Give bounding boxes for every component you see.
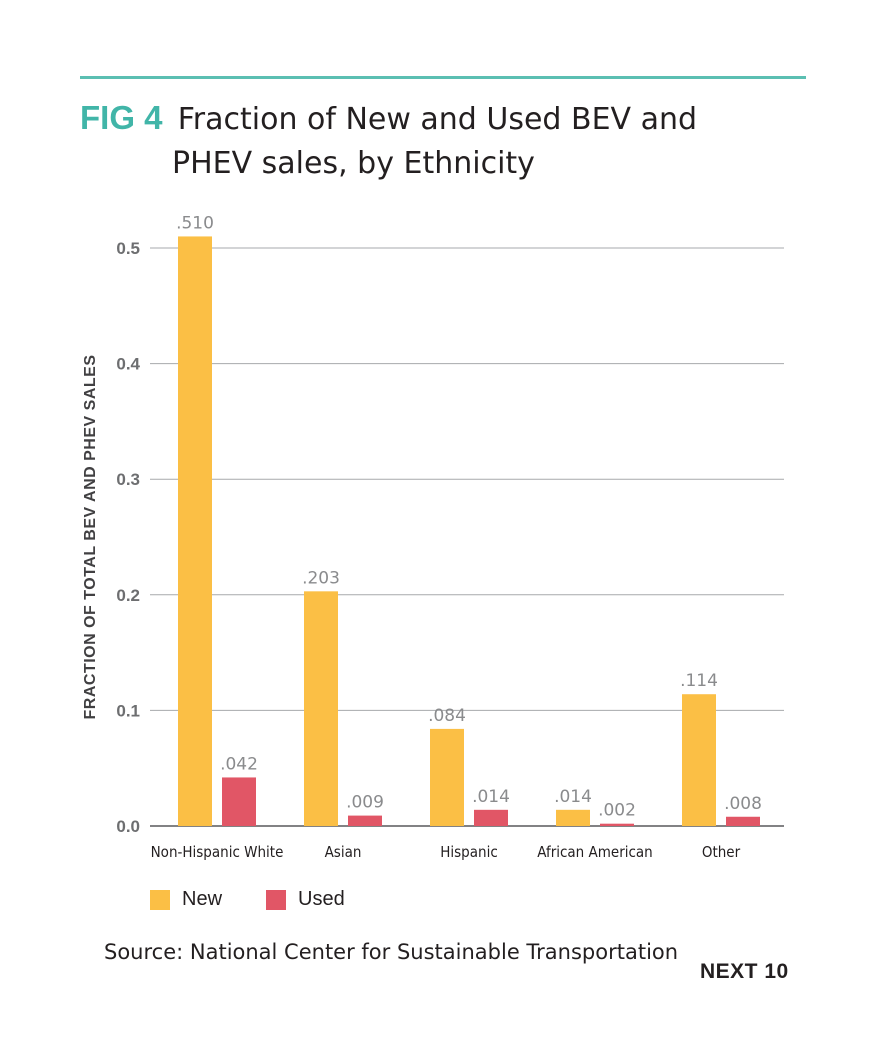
y-axis-label: FRACTION OF TOTAL BEV AND PHEV SALES [82,355,99,720]
bar-new-0 [178,236,212,826]
bar-new-4 [682,694,716,826]
bar-used-1 [348,815,382,826]
data-label: .014 [472,787,510,807]
y-tick-label: 0.4 [116,355,140,374]
data-label: .002 [598,801,636,821]
data-label: .008 [724,794,762,814]
x-tick-label: Other [702,843,741,861]
legend-label-new: New [182,888,223,910]
title-text-1: Fraction of New and Used BEV and [177,102,698,137]
data-label: .042 [220,754,258,774]
title-line-1: FIG 4 Fraction of New and Used BEV and [80,96,697,142]
legend-item-used: Used [266,888,345,911]
bar-used-4 [726,816,760,826]
bar-chart: 0.0 0.1 0.2 0.3 0.4 0.5 FRACTION OF TOTAL BEV … [82,213,784,861]
bar-used-3 [600,823,634,826]
x-tick-label: Asian [325,843,362,861]
bar-new-3 [556,809,590,826]
data-label: .114 [680,671,718,691]
data-label: .510 [176,213,214,233]
fig-label: FIG 4 [80,99,163,136]
y-tick-label: 0.3 [116,470,140,489]
brand-logo: NEXT 10 [700,960,789,983]
legend-swatch-used [266,889,287,910]
x-tick-label: Non-Hispanic White [151,843,284,861]
y-tick-label: 0.5 [116,239,140,258]
source-note: Source: National Center for Sustainable … [104,940,679,964]
title-line-2: PHEV sales, by Ethnicity [172,140,535,186]
legend: New Used [150,888,389,911]
top-rule [80,76,806,79]
bar-used-0 [222,777,256,826]
x-tick-label: African American [537,843,652,861]
legend-item-new: New [150,888,222,911]
x-tick-label: Hispanic [440,843,498,861]
data-label: .014 [554,787,592,807]
title-text-2: PHEV sales, by Ethnicity [172,146,535,181]
y-tick-label: 0.1 [116,701,140,720]
bar-new-2 [430,728,464,826]
y-tick-label: 0.2 [116,586,140,605]
legend-swatch-new [150,889,170,910]
data-label: .084 [428,706,466,726]
bar-used-2 [474,809,508,826]
bar-new-1 [304,591,338,826]
data-label: .203 [302,568,340,588]
legend-label-used: Used [298,888,345,910]
y-tick-label: 0.0 [116,817,140,836]
data-label: .009 [346,793,384,813]
